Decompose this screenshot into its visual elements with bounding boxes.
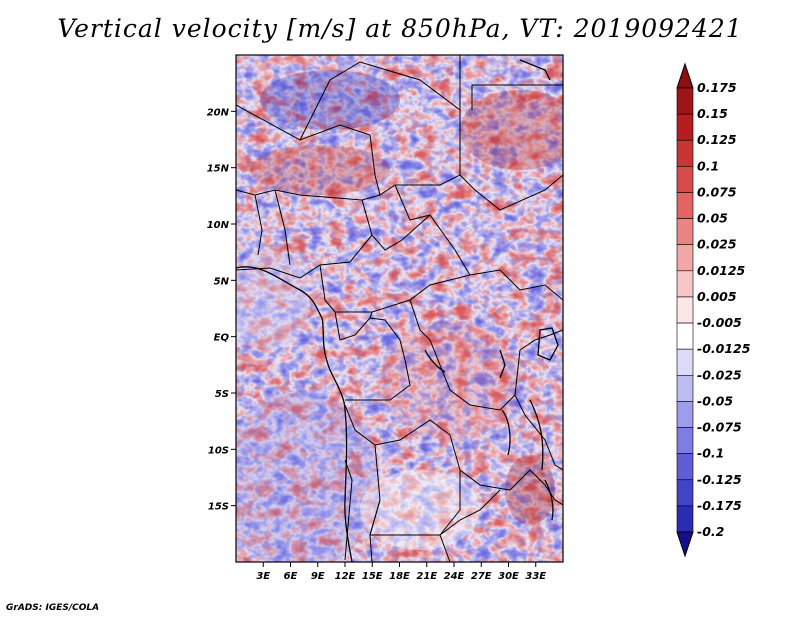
colorbar-swatch	[676, 348, 694, 376]
colorbar-label: 0.1	[697, 158, 719, 173]
lat-tick-label: 15S	[208, 502, 229, 513]
colorbar-label: 0.005	[697, 289, 737, 304]
lon-tick-label: 15E	[362, 571, 383, 582]
axis-ticks: 20N 15N 10N 5N EQ 5S 10S 15S 3E 6E 9E 12E 15E 18E 21E 2…	[207, 107, 547, 582]
lat-tick-label: 5N	[214, 276, 230, 287]
lat-tick-label: 10S	[208, 445, 229, 456]
colorbar-label: -0.05	[697, 393, 733, 408]
chart-title: Vertical velocity [m/s] at 850hPa, VT: 2…	[57, 14, 743, 43]
colorbar-swatch	[676, 401, 694, 428]
velocity-field	[236, 55, 563, 562]
colorbar-label: -0.2	[697, 524, 724, 539]
colorbar-label: 0.025	[697, 237, 737, 252]
colorbar-swatch	[676, 374, 694, 402]
colorbar-label: 0.125	[697, 132, 737, 147]
colorbar: 0.175 0.15 0.125 0.1 0.075 0.05 0.025 0.0125 0.0…	[676, 62, 751, 558]
colorbar-bottom-arrow	[676, 531, 694, 558]
colorbar-label: 0.15	[697, 106, 728, 121]
colorbar-swatch	[676, 87, 694, 115]
grads-credit: GrADS: IGES/COLA	[6, 603, 100, 613]
colorbar-label: -0.0125	[697, 341, 751, 356]
colorbar-swatch	[676, 453, 694, 481]
coastlines-lakes	[236, 59, 559, 562]
colorbar-swatch	[676, 505, 694, 533]
colorbar-label: -0.1	[697, 446, 724, 461]
lon-tick-label: 18E	[389, 571, 410, 582]
colorbar-swatch	[676, 270, 694, 298]
colorbar-swatch	[676, 113, 694, 141]
colorbar-swatch	[676, 427, 694, 454]
lon-tick-label: 24E	[444, 571, 465, 582]
colorbar-swatch	[676, 139, 694, 167]
colorbar-swatch	[676, 218, 694, 246]
lat-tick-label: 5S	[215, 389, 229, 400]
colorbar-swatch	[676, 192, 694, 219]
colorbar-label: 0.0125	[697, 263, 746, 278]
lat-tick-label: 15N	[207, 164, 230, 175]
lat-tick-label: 20N	[207, 107, 230, 118]
lon-tick-label: 9E	[311, 571, 325, 582]
colorbar-swatch	[676, 479, 694, 507]
lon-tick-label: 30E	[498, 571, 519, 582]
lon-tick-label: 33E	[525, 571, 546, 582]
colorbar-swatch	[676, 296, 694, 324]
colorbar-swatch	[676, 322, 694, 350]
lon-tick-label: 27E	[471, 571, 492, 582]
lat-tick-label: 10N	[207, 220, 230, 231]
lon-tick-label: 3E	[256, 571, 270, 582]
lon-tick-label: 12E	[335, 571, 356, 582]
colorbar-swatch	[676, 166, 694, 193]
lon-tick-label: 6E	[284, 571, 298, 582]
colorbar-label: 0.075	[697, 184, 737, 199]
colorbar-label: 0.175	[697, 80, 737, 95]
colorbar-label: -0.175	[697, 498, 742, 513]
colorbar-label: -0.025	[697, 367, 742, 382]
country-borders	[236, 55, 563, 562]
lon-tick-label: 21E	[416, 571, 437, 582]
colorbar-swatch	[676, 244, 694, 272]
colorbar-label: 0.05	[697, 211, 728, 226]
colorbar-label: -0.075	[697, 420, 742, 435]
lat-tick-label: EQ	[214, 333, 230, 344]
colorbar-label: -0.125	[697, 472, 742, 487]
colorbar-label: -0.005	[697, 315, 742, 330]
colorbar-top-arrow	[676, 62, 694, 89]
